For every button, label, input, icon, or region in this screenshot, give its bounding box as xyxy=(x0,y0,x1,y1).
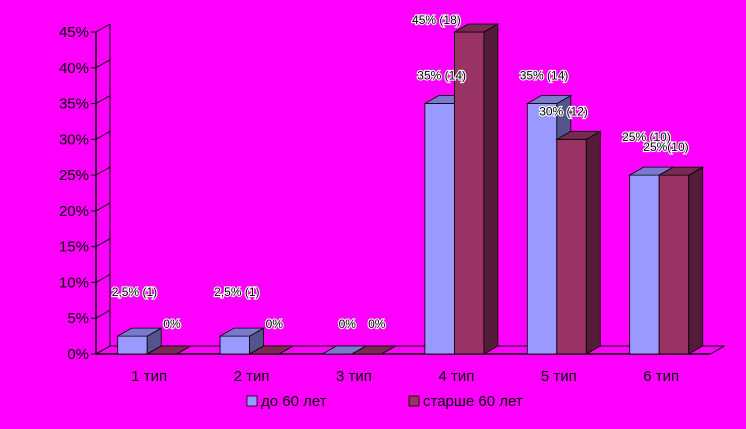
bar-front xyxy=(526,103,558,355)
y-axis-ticks: 0% 5% 10% 15% 20% 25% 30% 35% 40% 45% xyxy=(59,23,111,363)
y-tick-label: 40% xyxy=(59,60,89,77)
legend: до 60 лет старше 60 лет xyxy=(246,393,523,410)
x-category-label: 4 тип xyxy=(438,368,474,385)
x-axis-categories: 1 тип 2 тип 3 тип 4 тип 5 тип 6 тип xyxy=(131,368,679,385)
bar xyxy=(555,130,602,355)
legend-label: старше 60 лет xyxy=(423,393,523,410)
y-tick-depth xyxy=(95,309,111,319)
y-tick-label: 15% xyxy=(59,239,89,256)
bar xyxy=(145,345,193,355)
data-label: 35% (14) xyxy=(520,69,569,83)
bar-front xyxy=(424,103,455,355)
legend-item: до 60 лет xyxy=(246,393,327,410)
bar xyxy=(218,327,266,355)
legend-swatch xyxy=(408,395,420,407)
x-category-label: 3 тип xyxy=(336,368,372,385)
bar-side xyxy=(688,166,704,355)
data-label: 35% (14) xyxy=(417,69,466,83)
y-tick-depth xyxy=(95,345,111,355)
bar xyxy=(350,345,398,355)
y-tick-depth xyxy=(95,59,111,69)
data-label: 2,5% (1) xyxy=(214,285,259,299)
y-tick-label: 45% xyxy=(59,24,89,41)
bar-top xyxy=(116,327,163,337)
x-category-label: 2 тип xyxy=(234,368,270,385)
legend-item: старше 60 лет xyxy=(408,393,523,410)
y-tick-label: 5% xyxy=(67,310,89,327)
bar-top xyxy=(248,345,295,355)
bar-front xyxy=(219,335,251,355)
y-tick-depth xyxy=(95,238,111,248)
bars xyxy=(116,23,705,355)
data-label: 25%(10) xyxy=(643,140,688,154)
y-tick-label: 35% xyxy=(59,96,89,113)
y-tick-depth xyxy=(95,166,111,176)
data-label: 0% xyxy=(339,317,357,331)
bar xyxy=(657,166,705,355)
data-label: 0% xyxy=(368,317,386,331)
bar-top xyxy=(452,23,500,33)
bar-front xyxy=(629,174,660,355)
data-label: 30% (12) xyxy=(539,104,588,118)
legend-label: до 60 лет xyxy=(261,393,327,410)
bar-top xyxy=(218,327,266,337)
bar-front xyxy=(658,174,690,355)
x-category-label: 5 тип xyxy=(541,368,577,385)
data-label: 25% (10) xyxy=(622,130,671,144)
bar-side xyxy=(483,23,499,355)
data-labels: 2,5% (1) 0% 2,5% (1) 0% 0% 0% 35% (14) 45% (18)… xyxy=(111,12,690,332)
y-tick-label: 0% xyxy=(67,346,89,363)
bar-side xyxy=(585,130,601,355)
legend-swatch xyxy=(246,395,258,407)
y-tick-depth xyxy=(95,130,111,140)
y-tick-depth xyxy=(95,95,111,104)
data-label: 2,5% (1) xyxy=(112,285,157,299)
data-label: 45% (18) xyxy=(412,13,461,27)
y-tick-label: 10% xyxy=(59,274,89,291)
floor-right-edge xyxy=(710,345,725,355)
y-tick-depth xyxy=(95,23,111,33)
y-tick-depth xyxy=(95,274,111,283)
y-tick-label: 20% xyxy=(59,203,89,220)
y-tick-label: 30% xyxy=(59,131,89,148)
bar-front xyxy=(453,31,485,355)
bar-front xyxy=(556,138,587,355)
bar-front xyxy=(117,335,148,355)
x-category-label: 1 тип xyxy=(131,368,167,385)
bar-top xyxy=(145,345,193,355)
bar-top xyxy=(555,130,602,140)
x-category-label: 6 тип xyxy=(643,368,679,385)
bar xyxy=(452,23,500,355)
bar xyxy=(116,327,163,355)
bar-top xyxy=(657,166,705,176)
bar-top xyxy=(525,95,573,104)
bar xyxy=(248,345,295,355)
y-tick-label: 25% xyxy=(59,167,89,184)
bar-top xyxy=(350,345,398,355)
y-tick-depth xyxy=(95,202,111,212)
data-label: 0% xyxy=(266,317,284,331)
data-label: 0% xyxy=(163,317,181,331)
